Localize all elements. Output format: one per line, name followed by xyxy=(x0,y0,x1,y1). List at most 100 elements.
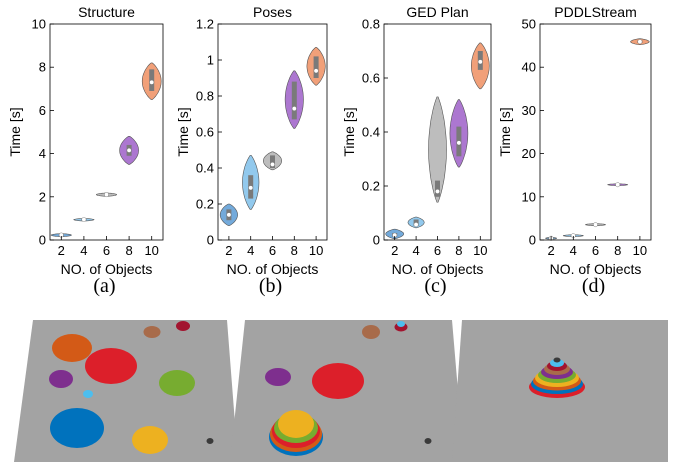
stack-layer-9 xyxy=(550,359,564,367)
median-marker-10 xyxy=(637,39,643,45)
x-tick-label: 8 xyxy=(125,243,132,258)
disc-black xyxy=(424,438,432,444)
x-tick-label: 4 xyxy=(80,243,87,258)
disc-orange xyxy=(52,334,92,362)
iqr-box-6 xyxy=(270,155,275,168)
y-tick-label: 30 xyxy=(522,103,536,118)
disc-green xyxy=(159,370,195,396)
x-tick-label: 8 xyxy=(455,243,462,258)
x-tick-label: 10 xyxy=(309,243,323,258)
median-marker-4 xyxy=(81,217,87,222)
iqr-box-10 xyxy=(313,56,319,78)
x-tick-label: 2 xyxy=(547,243,554,258)
iqr-box-8 xyxy=(291,81,297,120)
y-tick-label: 10 xyxy=(32,17,46,32)
median-marker-6 xyxy=(104,192,109,198)
y-tick-label: 0.2 xyxy=(196,197,214,212)
y-tick-label: 0 xyxy=(207,233,214,248)
x-tick-label: 4 xyxy=(570,243,577,258)
median-marker-10 xyxy=(313,68,319,74)
disc-purple xyxy=(265,368,291,386)
plot-frame xyxy=(49,23,164,241)
disc-red xyxy=(312,363,364,399)
x-tick-label: 6 xyxy=(103,243,110,258)
panel-caption: (d) xyxy=(582,275,605,297)
x-tick-label: 6 xyxy=(434,243,441,258)
scene-partial-stack xyxy=(230,320,464,462)
x-tick-label: 10 xyxy=(144,243,158,258)
y-tick-label: 0.8 xyxy=(196,89,214,104)
x-tick-label: 4 xyxy=(247,243,254,258)
median-marker-10 xyxy=(149,79,155,85)
y-tick-label: 0.4 xyxy=(362,125,380,140)
disc-red xyxy=(85,348,137,384)
median-marker-10 xyxy=(477,59,483,65)
y-tick-label: 0 xyxy=(373,233,380,248)
stack-layer-10 xyxy=(553,357,561,363)
chart-title: PDDLStream xyxy=(554,4,636,20)
y-tick-label: 40 xyxy=(522,60,536,75)
y-tick-label: 0 xyxy=(39,233,46,248)
y-tick-label: 0 xyxy=(529,233,536,248)
panel-caption: (c) xyxy=(424,275,446,297)
charts-row: 0 2 4 6 8 10 2 4 6 8 10 Structure NO. of Objects Time… xyxy=(7,4,652,297)
y-axis-label: Time [s] xyxy=(341,107,357,156)
y-tick-label: 0.8 xyxy=(362,17,380,32)
disc-black xyxy=(206,438,214,444)
y-tick-label: 20 xyxy=(522,146,536,161)
chart-panel-2: 0 0.2 0.4 0.6 0.8 1 1.2 2 4 6 8 10 Poses NO. of Objec… xyxy=(175,4,328,297)
chart-panel-4: 0 10 20 30 40 50 2 4 6 8 10 PDDLStream NO. of Object… xyxy=(497,4,652,297)
panel-caption: (a) xyxy=(93,275,115,297)
scene-full-stack xyxy=(452,320,668,462)
x-tick-label: 10 xyxy=(633,243,647,258)
x-axis-label: NO. of Objects xyxy=(61,261,153,277)
x-tick-label: 2 xyxy=(58,243,65,258)
y-tick-label: 6 xyxy=(39,103,46,118)
median-marker-2 xyxy=(226,212,232,218)
x-tick-label: 6 xyxy=(269,243,276,258)
x-tick-label: 2 xyxy=(391,243,398,258)
chart-panel-3: 0 0.2 0.4 0.6 0.8 2 4 6 8 10 GED Plan NO. of Object… xyxy=(341,4,492,297)
x-axis-label: NO. of Objects xyxy=(227,261,319,277)
chart-title: Structure xyxy=(78,4,135,20)
y-axis-label: Time [s] xyxy=(7,107,23,156)
median-marker-6 xyxy=(270,161,275,167)
iqr-box-6 xyxy=(435,180,440,197)
x-tick-label: 8 xyxy=(614,243,621,258)
y-tick-label: 0.2 xyxy=(362,179,380,194)
median-marker-4 xyxy=(248,185,254,191)
chart-title: GED Plan xyxy=(406,4,468,20)
y-tick-label: 4 xyxy=(39,146,46,161)
scene-scattered-objects xyxy=(14,320,238,462)
x-axis-label: NO. of Objects xyxy=(392,261,484,277)
median-marker-8 xyxy=(456,140,462,146)
y-tick-label: 1.2 xyxy=(196,17,214,32)
disc-brown xyxy=(362,325,380,339)
x-tick-label: 10 xyxy=(473,243,487,258)
y-axis-label: Time [s] xyxy=(497,107,513,156)
plot-frame xyxy=(539,23,652,241)
disc-blue xyxy=(50,408,104,448)
y-axis-label: Time [s] xyxy=(175,107,191,156)
x-axis-label: NO. of Objects xyxy=(550,261,642,277)
violin-6 xyxy=(428,96,447,203)
median-marker-6 xyxy=(593,222,598,228)
disc-cyan xyxy=(397,321,405,327)
x-tick-label: 8 xyxy=(291,243,298,258)
median-marker-4 xyxy=(413,222,419,228)
scene-renders-row xyxy=(0,300,681,462)
x-tick-label: 6 xyxy=(592,243,599,258)
chart-title: Poses xyxy=(253,4,292,20)
median-marker-8 xyxy=(126,147,132,153)
x-tick-label: 2 xyxy=(225,243,232,258)
scene-renders xyxy=(14,320,668,462)
x-tick-label: 4 xyxy=(412,243,419,258)
median-marker-8 xyxy=(291,106,297,112)
panel-caption: (b) xyxy=(259,275,282,297)
median-marker-8 xyxy=(615,182,621,188)
y-tick-label: 2 xyxy=(39,189,46,204)
y-tick-label: 0.6 xyxy=(362,71,380,86)
table-surface xyxy=(14,320,238,462)
